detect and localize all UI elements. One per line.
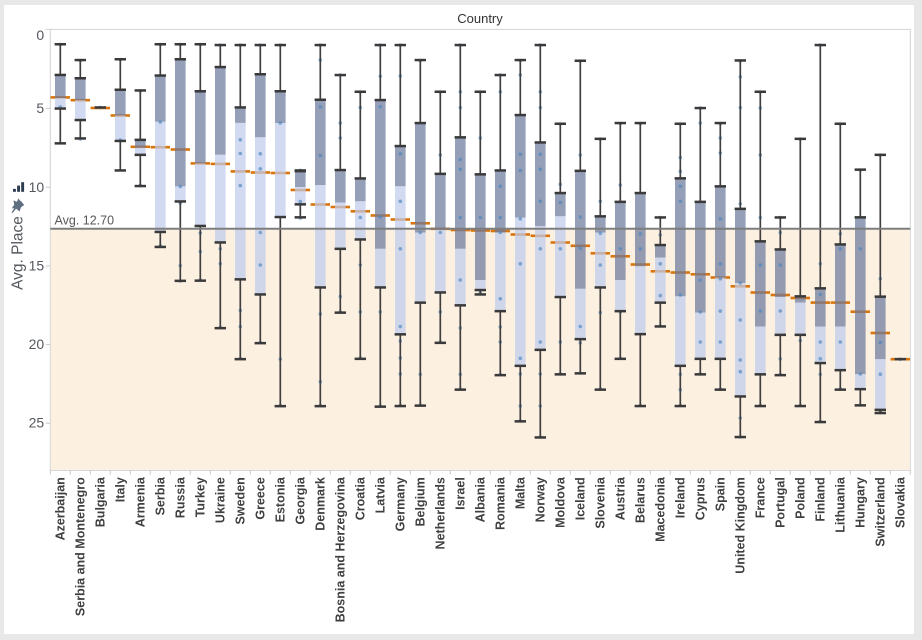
svg-text:Austria: Austria [614, 476, 628, 520]
svg-text:15: 15 [29, 257, 45, 273]
svg-text:Italy: Italy [114, 477, 128, 502]
svg-text:France: France [754, 477, 768, 518]
svg-text:Spain: Spain [714, 477, 728, 511]
svg-text:10: 10 [29, 179, 45, 195]
svg-text:5: 5 [36, 100, 44, 116]
svg-text:Russia: Russia [174, 476, 188, 518]
svg-text:Serbia: Serbia [154, 476, 168, 515]
svg-text:Iceland: Iceland [574, 477, 588, 520]
svg-text:Slovakia: Slovakia [894, 476, 908, 528]
svg-text:Portugal: Portugal [774, 477, 788, 528]
svg-text:Hungary: Hungary [854, 477, 868, 528]
svg-text:Malta: Malta [514, 476, 528, 509]
svg-text:Denmark: Denmark [314, 477, 328, 531]
svg-text:Serbia and Montenegro: Serbia and Montenegro [74, 477, 88, 616]
svg-text:Bosnia and Herzegovina: Bosnia and Herzegovina [334, 476, 348, 622]
svg-text:Ukraine: Ukraine [214, 477, 228, 523]
svg-text:Country: Country [457, 11, 503, 26]
svg-text:Romania: Romania [494, 476, 508, 530]
svg-text:Finland: Finland [814, 477, 828, 521]
svg-text:Israel: Israel [454, 477, 468, 510]
svg-text:Estonia: Estonia [274, 476, 288, 522]
svg-text:Cyprus: Cyprus [694, 477, 708, 520]
svg-text:25: 25 [29, 415, 45, 431]
svg-text:Netherlands: Netherlands [434, 477, 448, 549]
svg-text:Avg. Place: Avg. Place [10, 216, 27, 290]
svg-text:Albania: Albania [474, 476, 488, 522]
svg-text:Macedonia: Macedonia [654, 476, 668, 542]
svg-text:Avg. 12.70: Avg. 12.70 [55, 213, 115, 227]
svg-text:Azerbaijan: Azerbaijan [54, 477, 68, 540]
svg-text:Moldova: Moldova [554, 476, 568, 528]
svg-text:Bulgaria: Bulgaria [94, 476, 108, 527]
svg-text:Latvia: Latvia [374, 476, 388, 513]
svg-text:Georgia: Georgia [294, 476, 308, 524]
svg-text:Lithuania: Lithuania [834, 476, 848, 533]
svg-text:Belgium: Belgium [414, 477, 428, 526]
svg-text:Greece: Greece [254, 477, 268, 519]
svg-text:Armenia: Armenia [134, 476, 148, 527]
svg-text:0: 0 [36, 27, 44, 43]
svg-text:Belarus: Belarus [634, 477, 648, 523]
svg-text:Germany: Germany [394, 477, 408, 531]
svg-text:United Kingdom: United Kingdom [734, 477, 748, 574]
svg-text:Ireland: Ireland [674, 477, 688, 518]
svg-text:Turkey: Turkey [194, 477, 208, 517]
svg-text:20: 20 [29, 336, 45, 352]
svg-text:Sweden: Sweden [234, 477, 248, 524]
svg-text:Norway: Norway [534, 477, 548, 522]
svg-text:Slovenia: Slovenia [594, 476, 608, 528]
svg-text:Croatia: Croatia [354, 476, 368, 520]
svg-text:Poland: Poland [794, 477, 808, 519]
svg-text:Switzerland: Switzerland [874, 477, 888, 546]
